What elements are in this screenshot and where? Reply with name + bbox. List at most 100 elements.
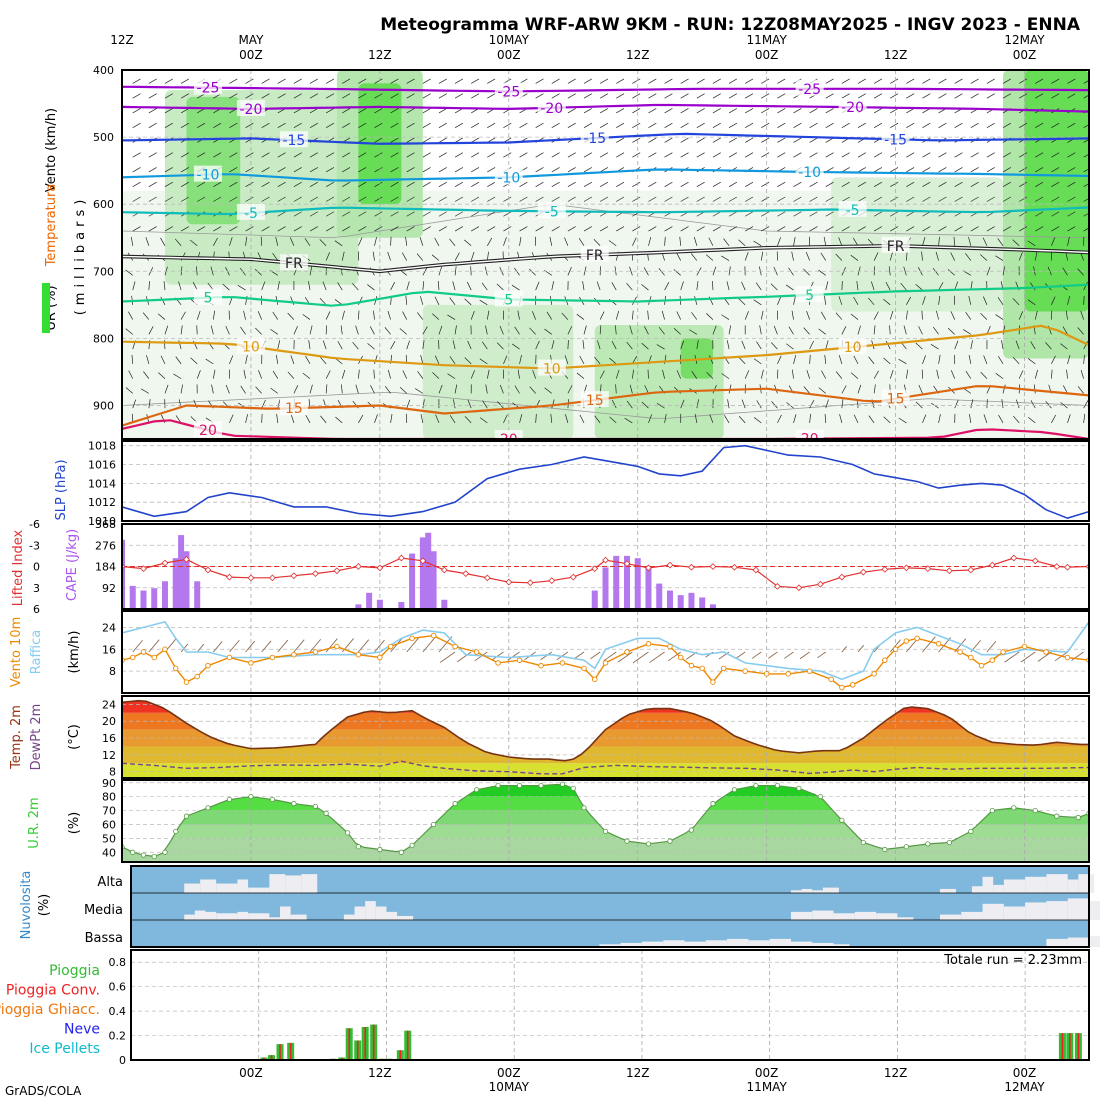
wind-barb <box>130 236 134 246</box>
wind-barb <box>1067 211 1076 217</box>
wind-barb <box>358 108 367 114</box>
wind-barb <box>309 108 318 114</box>
wind-barb <box>519 211 528 217</box>
wind-barb <box>954 181 963 188</box>
wind-barb <box>624 417 633 424</box>
wind-barb <box>178 281 182 291</box>
wind-barb <box>728 211 738 217</box>
wind-barb <box>1035 196 1044 202</box>
rh2m-point <box>602 828 609 835</box>
wind-barb <box>514 385 520 394</box>
wind10m-point <box>710 679 716 685</box>
wind-barb <box>519 236 522 246</box>
wind-barb <box>374 108 383 114</box>
precip-legend-entry: Neve <box>64 1022 100 1038</box>
wind-barb <box>609 357 617 365</box>
wind-barb <box>1035 226 1044 232</box>
wind-barb <box>983 355 988 364</box>
contour-label-bg <box>795 429 824 439</box>
wind-barb <box>432 372 440 379</box>
wind-barb <box>422 122 431 129</box>
wind-barb <box>164 226 173 232</box>
precip-tick-label: 0.8 <box>109 956 127 969</box>
wind-barb <box>906 108 915 114</box>
wind-barb <box>180 325 183 335</box>
wind-barb <box>626 282 633 291</box>
wind-barb <box>551 152 560 158</box>
wind-barb <box>229 181 238 188</box>
wind-barb <box>1083 153 1089 158</box>
upper-air-panel: -25 -25 -25-20 -20 -20-15 -15 -15-10 -10 -10-5 -5… <box>42 64 1090 440</box>
wind-barb <box>680 340 685 350</box>
wind10m-point <box>914 635 920 642</box>
wind-barb <box>709 414 714 424</box>
wind-barb <box>664 413 667 423</box>
wind-barb <box>857 384 862 394</box>
rh2m-point <box>291 801 297 807</box>
wind-barb <box>997 356 1004 365</box>
wind-barb <box>728 108 738 114</box>
cloud-bar <box>1067 937 1089 947</box>
wind-barb <box>954 78 963 84</box>
lifted-index-point <box>247 574 255 582</box>
wind10m-unit-label: (km/h) <box>67 631 82 674</box>
wind-barb <box>342 108 351 114</box>
wind-barb <box>890 226 899 232</box>
wind-barb <box>454 211 464 217</box>
wind-barb <box>487 78 496 84</box>
cape-bar <box>122 539 125 609</box>
cloud-bar <box>1067 898 1089 920</box>
wind-barb <box>664 122 673 129</box>
wind-barb <box>322 340 327 350</box>
wind-barb <box>229 226 238 232</box>
cloud-bar <box>184 914 195 920</box>
wind-barb <box>257 311 262 320</box>
wind-barb <box>616 78 625 84</box>
lifted-index-tick-label: 0 <box>33 561 40 574</box>
wind-barb <box>889 310 894 320</box>
wind-barb <box>142 312 150 320</box>
wind-barb <box>599 78 609 84</box>
wind-barb <box>406 226 415 232</box>
wind-barb <box>857 152 866 158</box>
wind-barb <box>696 108 705 114</box>
cloud-level-low: Bassa <box>85 931 123 946</box>
bottom-time-label: 00Z <box>239 1066 263 1080</box>
wind-barb <box>885 340 891 350</box>
wind-arrow <box>889 639 901 653</box>
rh-shading <box>1024 70 1089 312</box>
lifted-index-point <box>333 567 341 575</box>
cloud-bar <box>343 914 355 920</box>
cape-bar <box>140 590 147 609</box>
wind-barb <box>229 196 238 202</box>
wind-barb <box>355 384 359 394</box>
wind-barb <box>245 354 248 364</box>
wind-barb <box>1035 78 1044 84</box>
wind-barb <box>741 340 746 350</box>
wind-barb <box>1002 325 1006 335</box>
wind-barb <box>148 326 154 335</box>
wind-barb <box>1018 152 1028 158</box>
wind-barb <box>873 78 883 84</box>
wind-barb <box>196 310 201 320</box>
wind-barb <box>1028 416 1036 424</box>
wind-barb <box>374 196 383 202</box>
wind-barb <box>471 78 480 84</box>
wind-barb <box>564 355 569 364</box>
wind-barb <box>712 108 721 114</box>
wind-barb <box>648 108 657 114</box>
wind-barb <box>970 340 973 350</box>
wind-barb <box>980 313 988 320</box>
cape-bar <box>409 553 416 609</box>
wind-barb <box>325 384 328 394</box>
wind-arrow <box>768 651 778 659</box>
wind-barb <box>1002 226 1012 232</box>
wind-barb <box>372 251 375 261</box>
top-time-label: 12MAY <box>1004 33 1045 47</box>
cloud-bar <box>1046 901 1068 920</box>
temperature-contour <box>122 283 1089 307</box>
rh2m-point <box>430 821 437 828</box>
cloud-bar <box>982 876 994 893</box>
wind-barb <box>745 181 754 188</box>
